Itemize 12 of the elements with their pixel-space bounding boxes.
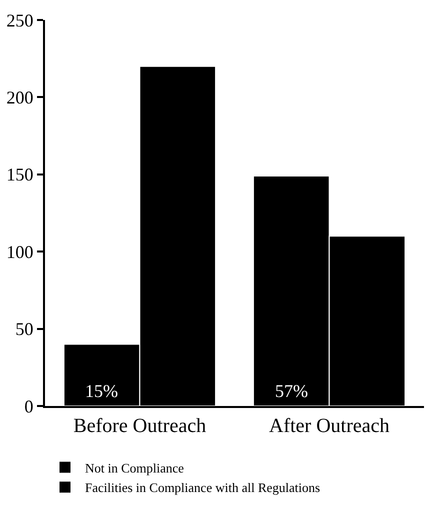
y-tick-label: 250 bbox=[6, 10, 34, 30]
y-tick-label: 200 bbox=[6, 88, 34, 108]
legend-label: Not in Compliance bbox=[85, 460, 184, 476]
y-tick-label: 100 bbox=[6, 242, 34, 262]
legend-label: Facilities in Compliance with all Regulations bbox=[85, 480, 320, 496]
x-tick-label: After Outreach bbox=[269, 415, 390, 437]
y-tick-label: 50 bbox=[15, 319, 34, 340]
annotation: 57% bbox=[275, 381, 308, 401]
y-tick-label: 0 bbox=[24, 396, 34, 416]
x-tick-label: Before Outreach bbox=[73, 415, 206, 437]
y-tick-label: 150 bbox=[6, 164, 34, 185]
annotation: 15% bbox=[85, 381, 118, 401]
